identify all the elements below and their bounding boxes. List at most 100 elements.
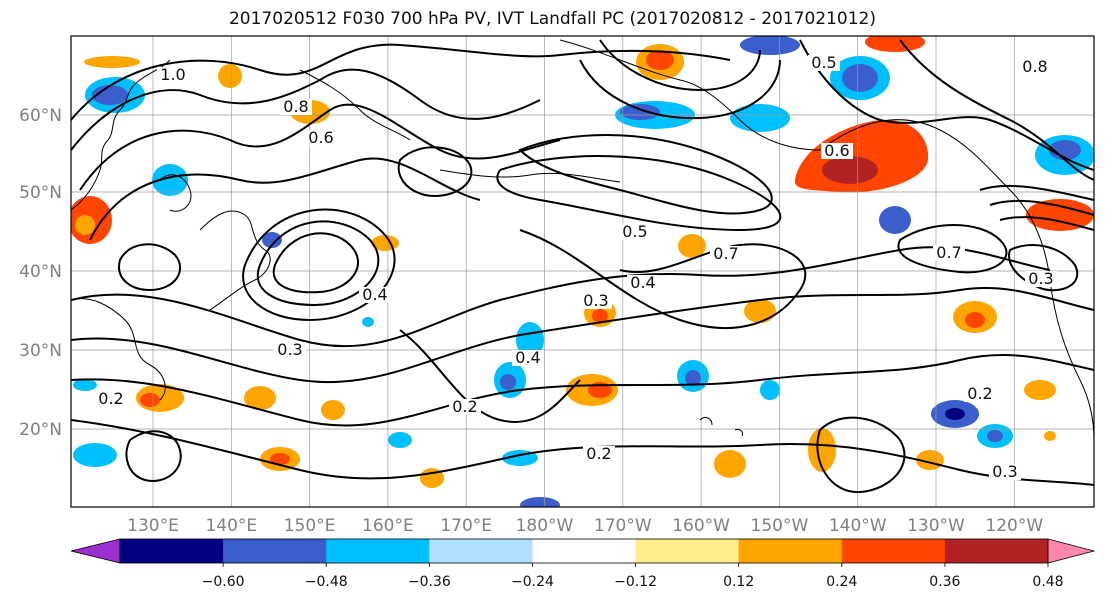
pos-anomaly: [965, 312, 985, 328]
contour-label-bg: [710, 246, 742, 262]
aleutians: [439, 169, 621, 183]
colorbar-segment: [429, 539, 533, 563]
contour-line: [799, 39, 1094, 171]
pos-anomaly: [646, 50, 674, 70]
colorbar-frame: [119, 538, 1049, 564]
contour-labels: 1.00.80.60.50.40.30.20.70.30.40.20.30.20…: [95, 53, 1057, 481]
lon-label: 130°W: [907, 516, 965, 536]
contour-label-bg: [95, 391, 127, 407]
contour-line: [257, 220, 380, 307]
colorbar-tick-label: 0.36: [929, 574, 960, 590]
contour-label-bg: [1019, 59, 1051, 75]
neg-anomaly: [362, 317, 374, 327]
colorbar-segment: [738, 539, 843, 563]
colorbar-segment: [120, 539, 224, 563]
contour-label: 1.0: [160, 65, 185, 84]
colorbar-tick-label: −0.12: [614, 574, 657, 590]
contour-label: 0.2: [98, 389, 123, 408]
alaska-coast: [559, 39, 821, 151]
contour-label-bg: [1025, 271, 1057, 287]
contour-line: [518, 134, 773, 215]
contour-line: [899, 39, 1094, 181]
lon-label: 160°W: [672, 516, 730, 536]
contour-label: 0.7: [936, 243, 961, 262]
contour-line: [599, 39, 761, 92]
pos-anomaly: [75, 215, 95, 235]
neg-anomaly: [152, 164, 188, 196]
contour-line: [71, 287, 1094, 384]
colorbar-segment: [223, 539, 327, 563]
contour-line: [397, 146, 473, 197]
colorbar-segment: [944, 539, 1049, 563]
colorbar-tick-label: 0.24: [826, 574, 857, 590]
contour-label-bg: [821, 143, 853, 159]
neg-anomaly: [842, 64, 878, 92]
pos-anomaly: [140, 393, 160, 407]
contour-line: [71, 43, 731, 121]
lon-label: 170°W: [594, 516, 652, 536]
colorbar-tick-label: 0.48: [1032, 574, 1063, 590]
hawaii-coast: [699, 417, 743, 437]
lon-label: 150°E: [284, 516, 336, 536]
contour-line: [79, 103, 561, 191]
contour-label: 0.2: [967, 384, 992, 403]
neg-anomaly: [685, 370, 701, 386]
contour-label: 0.3: [1028, 269, 1053, 288]
contour-label: 0.3: [583, 291, 608, 310]
colorbar-tick-label: −0.48: [305, 574, 348, 590]
contour-label-bg: [305, 130, 337, 146]
neg-anomaly: [760, 380, 780, 400]
contour-label: 0.5: [622, 222, 647, 241]
latitude-labels: 60°N 50°N 40°N 30°N 20°N: [19, 106, 62, 440]
lon-label: 120°W: [985, 516, 1043, 536]
pos-anomaly: [714, 450, 746, 478]
china-coast: [71, 298, 166, 401]
lon-label: 180°W: [516, 516, 574, 536]
contour-label-bg: [359, 287, 391, 303]
contour-label: 0.3: [277, 340, 302, 359]
contour-label: 0.5: [811, 53, 836, 72]
neg-anomaly: [740, 36, 800, 55]
neg-anomaly: [516, 322, 544, 358]
colorbar-segment: [326, 539, 430, 563]
contour-label-bg: [157, 67, 189, 83]
contour-label: 0.8: [1022, 57, 1047, 76]
contour-label-bg: [989, 464, 1021, 480]
contour-label: 0.2: [586, 444, 611, 463]
neg-anomaly: [945, 408, 965, 420]
contour-label-bg: [619, 224, 651, 240]
pos-anomaly: [1024, 380, 1056, 400]
na-coast: [819, 119, 1094, 441]
kamchatka-coast: [299, 69, 411, 141]
contour-line: [979, 184, 1094, 201]
lon-label: 170°E: [440, 516, 492, 536]
contour-line: [496, 155, 782, 232]
contour-line: [399, 329, 581, 423]
lat-label: 30°N: [19, 341, 62, 361]
neg-anomaly: [620, 104, 660, 120]
contour-label-bg: [964, 386, 996, 402]
map-background: [71, 36, 1094, 507]
pos-anomaly: [865, 36, 925, 52]
pos-anomaly: [244, 386, 276, 410]
colorbar: [70, 538, 1096, 564]
lat-label: 40°N: [19, 262, 62, 282]
colorbar-tick-label: 0.12: [723, 574, 754, 590]
pos-anomaly: [678, 234, 706, 258]
neg-anomaly: [73, 379, 97, 391]
pos-anomaly: [218, 64, 242, 88]
neg-anomaly: [73, 443, 117, 467]
colorbar-segment: [841, 539, 946, 563]
contour-line: [897, 224, 1008, 274]
colorbar-segment: [635, 539, 740, 563]
colorbar-tick-label: −0.36: [408, 574, 451, 590]
neg-anomaly: [520, 497, 560, 507]
lon-label: 160°E: [362, 516, 414, 536]
lon-label: 130°E: [127, 516, 179, 536]
contour-label-bg: [933, 245, 965, 261]
contour-label-bg: [627, 275, 659, 291]
pos-anomaly: [270, 453, 290, 465]
contour-label-bg: [808, 55, 840, 71]
contour-label-bg: [583, 446, 615, 462]
contour-label: 0.8: [283, 97, 308, 116]
